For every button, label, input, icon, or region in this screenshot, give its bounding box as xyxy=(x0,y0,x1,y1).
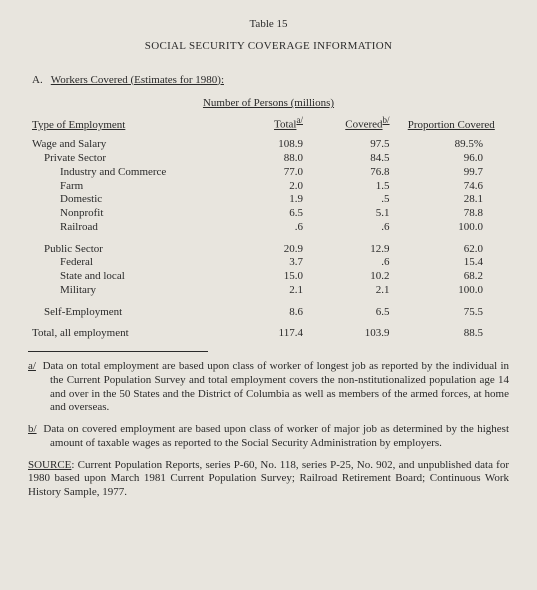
row-covered: 10.2 xyxy=(307,270,394,284)
row-proportion: 28.1 xyxy=(394,193,509,207)
row-proportion: 62.0 xyxy=(394,243,509,257)
row-covered: .6 xyxy=(307,256,394,270)
table-row: State and local15.010.268.2 xyxy=(28,270,509,284)
col-total-note: a/ xyxy=(296,115,303,125)
row-total: 3.7 xyxy=(220,256,307,270)
table-row: Nonprofit6.55.178.8 xyxy=(28,207,509,221)
row-covered: 6.5 xyxy=(307,306,394,320)
col-type: Type of Employment xyxy=(32,119,125,131)
footnote-a-text: Data on total employment are based upon … xyxy=(43,360,509,413)
table-row: Total, all employment117.4103.988.5 xyxy=(28,327,509,341)
row-proportion: 100.0 xyxy=(394,221,509,235)
row-proportion: 96.0 xyxy=(394,152,509,166)
table-row: Domestic1.9.528.1 xyxy=(28,193,509,207)
row-proportion: 15.4 xyxy=(394,256,509,270)
footnote-a-mark: a/ xyxy=(28,360,36,372)
spacer-row xyxy=(28,235,509,243)
footnote-b-mark: b/ xyxy=(28,423,37,435)
table-number: Table 15 xyxy=(28,18,509,32)
row-proportion: 89.5% xyxy=(394,138,509,152)
footnote-a: a/ Data on total employment are based up… xyxy=(28,360,509,415)
row-proportion: 100.0 xyxy=(394,284,509,298)
row-label: Public Sector xyxy=(28,243,220,257)
row-covered: .5 xyxy=(307,193,394,207)
row-covered: 84.5 xyxy=(307,152,394,166)
row-proportion: 78.8 xyxy=(394,207,509,221)
table-row: Military2.12.1100.0 xyxy=(28,284,509,298)
spacer-row xyxy=(28,319,509,327)
row-covered: 103.9 xyxy=(307,327,394,341)
row-total: 15.0 xyxy=(220,270,307,284)
column-group-header: Number of Persons (millions) xyxy=(148,97,389,111)
row-proportion: 99.7 xyxy=(394,166,509,180)
row-proportion: 68.2 xyxy=(394,270,509,284)
row-covered: 76.8 xyxy=(307,166,394,180)
row-label: State and local xyxy=(28,270,220,284)
row-covered: 12.9 xyxy=(307,243,394,257)
row-total: 2.1 xyxy=(220,284,307,298)
section-heading: A. Workers Covered (Estimates for 1980): xyxy=(32,74,509,88)
table-row: Farm2.01.574.6 xyxy=(28,180,509,194)
row-proportion: 88.5 xyxy=(394,327,509,341)
row-covered: .6 xyxy=(307,221,394,235)
row-proportion: 75.5 xyxy=(394,306,509,320)
divider xyxy=(28,351,208,352)
table-row: Industry and Commerce77.076.899.7 xyxy=(28,166,509,180)
row-label: Industry and Commerce xyxy=(28,166,220,180)
row-covered: 97.5 xyxy=(307,138,394,152)
row-total: 117.4 xyxy=(220,327,307,341)
row-total: 20.9 xyxy=(220,243,307,257)
row-total: 88.0 xyxy=(220,152,307,166)
row-total: 108.9 xyxy=(220,138,307,152)
row-label: Railroad xyxy=(28,221,220,235)
row-total: .6 xyxy=(220,221,307,235)
spacer-row xyxy=(28,298,509,306)
data-table: Type of Employment Totala/ Coveredb/ Pro… xyxy=(28,115,509,341)
row-label: Farm xyxy=(28,180,220,194)
table-row: Railroad.6.6100.0 xyxy=(28,221,509,235)
table-row: Public Sector20.912.962.0 xyxy=(28,243,509,257)
table-row: Wage and Salary108.997.589.5% xyxy=(28,138,509,152)
row-total: 6.5 xyxy=(220,207,307,221)
row-proportion: 74.6 xyxy=(394,180,509,194)
row-total: 1.9 xyxy=(220,193,307,207)
section-text: Workers Covered (Estimates for 1980): xyxy=(51,74,224,86)
row-covered: 2.1 xyxy=(307,284,394,298)
col-covered-note: b/ xyxy=(383,115,390,125)
row-label: Military xyxy=(28,284,220,298)
row-label: Total, all employment xyxy=(28,327,220,341)
row-label: Wage and Salary xyxy=(28,138,220,152)
row-label: Self-Employment xyxy=(28,306,220,320)
col-covered: Covered xyxy=(345,119,382,131)
footnote-b: b/ Data on covered employment are based … xyxy=(28,423,509,451)
col-total: Total xyxy=(274,119,296,131)
row-label: Federal xyxy=(28,256,220,270)
col-proportion: Proportion Covered xyxy=(408,119,495,131)
row-total: 2.0 xyxy=(220,180,307,194)
source-text: : Current Population Reports, series P-6… xyxy=(28,459,509,499)
table-header-row: Type of Employment Totala/ Coveredb/ Pro… xyxy=(28,115,509,138)
row-covered: 1.5 xyxy=(307,180,394,194)
source-label: SOURCE xyxy=(28,459,71,471)
row-total: 8.6 xyxy=(220,306,307,320)
table-row: Private Sector88.084.596.0 xyxy=(28,152,509,166)
table-row: Federal3.7.615.4 xyxy=(28,256,509,270)
source-line: SOURCE: Current Population Reports, seri… xyxy=(28,459,509,500)
section-prefix: A. xyxy=(32,74,43,86)
row-total: 77.0 xyxy=(220,166,307,180)
page-title: SOCIAL SECURITY COVERAGE INFORMATION xyxy=(28,40,509,54)
row-label: Nonprofit xyxy=(28,207,220,221)
footnote-b-text: Data on covered employment are based upo… xyxy=(43,423,509,449)
table-row: Self-Employment8.66.575.5 xyxy=(28,306,509,320)
row-label: Private Sector xyxy=(28,152,220,166)
row-label: Domestic xyxy=(28,193,220,207)
row-covered: 5.1 xyxy=(307,207,394,221)
